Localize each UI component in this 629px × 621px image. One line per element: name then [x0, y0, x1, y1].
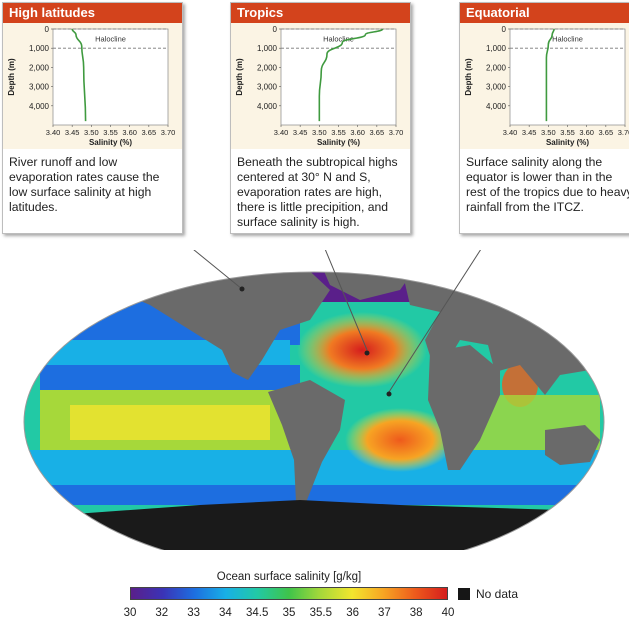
south-pacific-yellow	[70, 405, 270, 440]
x-tick-label: 3.45	[293, 128, 308, 137]
x-axis-label: Salinity (%)	[546, 138, 589, 147]
y-tick-label: 3,000	[486, 83, 507, 92]
y-tick-label: 2,000	[29, 63, 50, 72]
profile-plot-equatorial: Halocline 0 1,000 2,000 3,000 4,000 3.40 3.45 3.…	[460, 23, 629, 149]
y-tick-label: 4,000	[257, 102, 278, 111]
plot-area	[52, 28, 169, 126]
x-tick-label: 3.50	[84, 128, 99, 137]
x-tick-label: 3.60	[579, 128, 594, 137]
x-tick-label: 3.70	[161, 128, 176, 137]
southern-ocean-low	[24, 485, 604, 505]
salinity-profile-line	[318, 28, 384, 122]
y-axis-label: Depth (m)	[235, 58, 244, 96]
north-atlantic-high	[297, 312, 427, 388]
colorbar-tick-label: 37	[377, 607, 391, 619]
panel-title: Tropics	[231, 3, 410, 23]
x-tick-label: 3.65	[370, 128, 385, 137]
x-tick-label: 3.70	[389, 128, 404, 137]
y-tick-label: 3,000	[257, 83, 278, 92]
halocline-label: Halocline	[95, 35, 126, 44]
colorbar-title: Ocean surface salinity [g/kg]	[216, 571, 362, 583]
x-tick-label: 3.55	[103, 128, 118, 137]
y-tick-label: 1,000	[29, 44, 50, 53]
x-tick-label: 3.60	[350, 128, 365, 137]
salinity-profile-line	[545, 28, 555, 122]
marker-high-latitudes	[239, 286, 245, 292]
colorbar-tick-label: 35	[282, 607, 296, 619]
y-tick-label: 0	[45, 25, 50, 34]
profile-plot-tropics: Halocline 0 1,000 2,000 3,000 4,000 3.40 3.45 3.…	[231, 23, 410, 149]
y-axis-label: Depth (m)	[7, 58, 16, 96]
salinity-profile-line	[71, 28, 87, 122]
panel-caption: River runoff and low evaporation rates c…	[9, 155, 160, 214]
halocline-label: Halocline	[323, 35, 354, 44]
x-tick-label: 3.50	[541, 128, 556, 137]
y-tick-label: 0	[502, 25, 507, 34]
south-america-land	[268, 380, 345, 505]
colorbar-tick-label: 34	[218, 607, 232, 619]
panel-title: High latitudes	[3, 3, 182, 23]
y-tick-label: 0	[273, 25, 278, 34]
profile-plot-high-latitudes: Halocline 0 1,000 2,000 3,000 4,000 3.40 3.45 3.…	[3, 23, 182, 149]
leader-line-tropics	[324, 250, 368, 351]
panel-caption: Beneath the subtropical highs centered a…	[237, 155, 398, 229]
x-tick-label: 3.45	[522, 128, 537, 137]
y-tick-label: 1,000	[486, 44, 507, 53]
salinity-world-map	[23, 250, 605, 550]
leader-line-high-latitudes	[193, 250, 243, 290]
marker-equatorial	[386, 391, 392, 397]
profile-chart: Halocline 0 1,000 2,000 3,000 4,000 3.40 3.45 3.…	[235, 25, 404, 147]
x-tick-label: 3.70	[618, 128, 629, 137]
leader-line-equatorial	[388, 250, 482, 393]
equatorial-pacific	[40, 365, 300, 390]
x-tick-label: 3.40	[46, 128, 61, 137]
x-tick-label: 3.65	[599, 128, 614, 137]
y-tick-label: 3,000	[29, 83, 50, 92]
y-tick-label: 1,000	[257, 44, 278, 53]
y-tick-label: 4,000	[29, 102, 50, 111]
colorbar-tick-label: 34.5	[245, 607, 269, 619]
australia-land	[545, 425, 600, 465]
x-tick-label: 3.50	[312, 128, 327, 137]
panel-tropics: Tropics Halocline 0 1,000 2,000 3,000 4,000 3.…	[230, 2, 411, 234]
x-tick-label: 3.60	[122, 128, 137, 137]
x-axis-label: Salinity (%)	[89, 138, 132, 147]
colorbar-tick-label: 38	[409, 607, 423, 619]
no-data-swatch	[458, 588, 470, 600]
south-atlantic-high	[345, 408, 455, 472]
no-data-label: No data	[476, 587, 519, 601]
plot-area	[509, 28, 626, 126]
marker-tropics	[364, 350, 370, 356]
x-tick-label: 3.45	[65, 128, 80, 137]
x-tick-label: 3.40	[503, 128, 518, 137]
greenland-land	[320, 272, 420, 300]
x-axis-label: Salinity (%)	[317, 138, 360, 147]
y-tick-label: 2,000	[486, 63, 507, 72]
colorbar-tick-label: 32	[155, 607, 169, 619]
antarctica-land	[24, 500, 604, 550]
x-tick-label: 3.55	[560, 128, 575, 137]
y-axis-label: Depth (m)	[464, 58, 473, 96]
x-tick-label: 3.55	[331, 128, 346, 137]
y-tick-label: 4,000	[486, 102, 507, 111]
africa-land	[428, 345, 500, 470]
x-tick-label: 3.65	[142, 128, 157, 137]
colorbar-tick-label: 30	[123, 607, 137, 619]
colorbar-tick-label: 35.5	[309, 607, 332, 619]
profile-chart: Halocline 0 1,000 2,000 3,000 4,000 3.40 3.45 3.…	[464, 25, 629, 147]
colorbar-tick-label: 36	[346, 607, 359, 619]
panel-equatorial: Equatorial Halocline 0 1,000 2,000 3,000 4,00…	[459, 2, 629, 234]
colorbar-tick-label: 33	[187, 607, 200, 619]
panel-title: Equatorial	[460, 3, 629, 23]
globe-outline	[23, 271, 605, 550]
x-tick-label: 3.40	[274, 128, 289, 137]
colorbar-tick-label: 40	[441, 607, 455, 619]
profile-chart: Halocline 0 1,000 2,000 3,000 4,000 3.40 3.45 3.…	[7, 25, 176, 147]
panel-caption: Surface salinity along the equator is lo…	[466, 155, 629, 214]
salinity-colorbar	[130, 587, 448, 600]
halocline-label: Halocline	[552, 35, 583, 44]
panel-high-latitudes: High latitudes Halocline 0 1,000 2,000 3,000…	[2, 2, 183, 234]
y-tick-label: 2,000	[257, 63, 278, 72]
